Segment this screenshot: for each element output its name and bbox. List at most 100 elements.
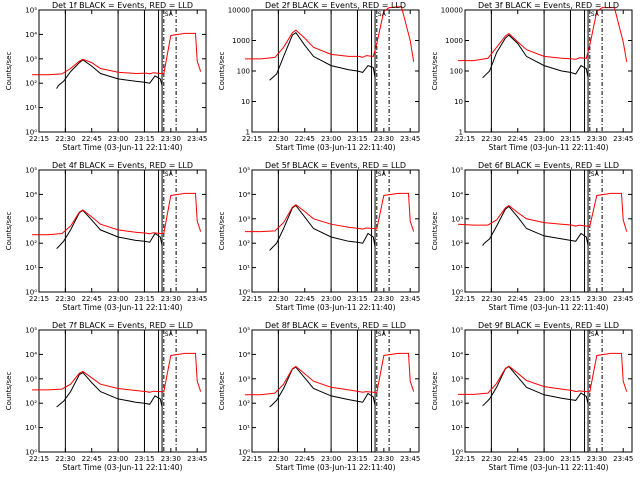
x-tick-label: 23:30 — [587, 295, 607, 303]
plot-frame — [38, 9, 207, 133]
x-axis-label: Start Time (03-Jun-11 22:11:40) — [489, 143, 609, 152]
x-tick-label: 22:30 — [55, 455, 75, 463]
x-tick-label: 23:30 — [587, 135, 607, 143]
y-tick-label: 10² — [25, 240, 37, 248]
series-line-events — [269, 204, 376, 251]
x-tick-label: 22:45 — [295, 135, 315, 143]
x-tick-label: 23:30 — [587, 455, 607, 463]
y-tick-label: 10 — [241, 98, 250, 106]
plot-frame — [251, 9, 420, 133]
flag-label: SA — [378, 11, 387, 18]
y-tick-label: 10¹ — [25, 104, 37, 112]
y-axis-label: Counts/sec — [5, 52, 13, 91]
x-tick-label: 22:15 — [29, 455, 49, 463]
panel-title: Det 2f BLACK = Events, RED = LLD — [265, 1, 406, 10]
y-tick-label: 10⁵ — [25, 7, 37, 15]
plot-frame — [464, 169, 633, 293]
y-tick-label: 10⁰ — [25, 449, 37, 457]
panel-title: Det 6f BLACK = Events, RED = LLD — [478, 161, 619, 170]
flag-label: SA — [591, 11, 600, 18]
x-tick-label: 22:15 — [29, 135, 49, 143]
x-tick-label: 23:30 — [374, 455, 394, 463]
series-line-events — [482, 365, 589, 406]
y-tick-label: 10³ — [25, 215, 37, 223]
y-tick-label: 10¹ — [25, 424, 37, 432]
series-line-lld — [32, 32, 202, 76]
y-tick-label: 10¹ — [25, 264, 37, 272]
x-tick-label: 22:15 — [242, 295, 262, 303]
x-axis-label: Start Time (03-Jun-11 22:11:40) — [276, 143, 396, 152]
plot-frame — [38, 169, 207, 293]
flag-label: SA — [378, 331, 387, 338]
y-axis-label: Counts/sec — [431, 52, 439, 91]
panel-title: Det 9f BLACK = Events, RED = LLD — [478, 321, 619, 330]
x-tick-label: 22:30 — [481, 135, 501, 143]
x-tick-label: 23:45 — [613, 295, 633, 303]
x-tick-label: 23:15 — [560, 135, 580, 143]
x-tick-label: 22:45 — [82, 135, 102, 143]
flag-label: SA — [378, 171, 387, 178]
y-tick-label: 10000 — [441, 7, 463, 15]
y-tick-label: 100 — [450, 68, 463, 76]
x-tick-label: 23:15 — [347, 295, 367, 303]
y-tick-label: 10³ — [238, 215, 250, 223]
detector-panel: SA 22:15 22:30 22:45 23:00 23:15 23:30 23:45 10⁰… — [218, 321, 420, 472]
detector-panel: SA 22:15 22:30 22:45 23:00 23:15 23:30 23:45 10⁰… — [431, 321, 633, 472]
detector-panel: SA 22:15 22:30 22:45 23:00 23:15 23:30 23:45 10⁰… — [431, 161, 633, 312]
x-tick-label: 22:15 — [29, 295, 49, 303]
detector-panel: SA 22:15 22:30 22:45 23:00 23:15 23:30 23:45 10⁰… — [5, 321, 207, 472]
y-tick-label: 10² — [238, 400, 250, 408]
series-line-events — [482, 205, 589, 246]
y-tick-label: 10² — [451, 400, 463, 408]
x-tick-label: 23:15 — [134, 295, 154, 303]
y-tick-label: 10⁵ — [25, 327, 37, 335]
y-tick-label: 10³ — [451, 215, 463, 223]
x-tick-label: 23:30 — [161, 295, 181, 303]
y-tick-label: 10⁴ — [25, 31, 37, 39]
x-tick-label: 23:00 — [534, 455, 554, 463]
y-axis-label: Counts/sec — [431, 372, 439, 411]
y-tick-label: 10⁰ — [238, 289, 250, 297]
y-tick-label: 1 — [246, 129, 250, 137]
panel-title: Det 8f BLACK = Events, RED = LLD — [265, 321, 406, 330]
x-tick-label: 22:30 — [55, 295, 75, 303]
y-axis-label: Counts/sec — [218, 52, 226, 91]
y-tick-label: 10⁵ — [451, 167, 463, 175]
y-axis-label: Counts/sec — [5, 372, 13, 411]
y-tick-label: 10¹ — [451, 264, 463, 272]
y-tick-label: 10⁰ — [451, 289, 463, 297]
y-tick-label: 10² — [25, 80, 37, 88]
x-tick-label: 22:15 — [242, 135, 262, 143]
series-line-lld — [458, 352, 628, 395]
x-tick-label: 22:45 — [82, 295, 102, 303]
x-tick-label: 23:45 — [613, 455, 633, 463]
plot-frame — [251, 329, 420, 453]
x-tick-label: 23:45 — [187, 455, 207, 463]
y-axis-label: Counts/sec — [431, 212, 439, 251]
x-tick-label: 23:00 — [534, 295, 554, 303]
y-tick-label: 10³ — [25, 55, 37, 63]
y-tick-label: 10⁰ — [451, 449, 463, 457]
y-tick-label: 1 — [459, 129, 463, 137]
y-tick-label: 10³ — [238, 375, 250, 383]
x-tick-label: 23:00 — [321, 295, 341, 303]
y-tick-label: 10⁴ — [238, 191, 250, 199]
series-line-events — [56, 371, 163, 408]
x-tick-label: 22:30 — [481, 455, 501, 463]
x-tick-label: 23:45 — [187, 135, 207, 143]
y-tick-label: 10⁰ — [25, 289, 37, 297]
x-tick-label: 23:30 — [161, 455, 181, 463]
y-tick-label: 10⁵ — [238, 327, 250, 335]
flag-label: SA — [591, 331, 600, 338]
x-tick-label: 23:00 — [108, 455, 128, 463]
x-axis-label: Start Time (03-Jun-11 22:11:40) — [276, 303, 396, 312]
x-axis-label: Start Time (03-Jun-11 22:11:40) — [489, 463, 609, 472]
series-line-lld — [457, 192, 628, 232]
y-tick-label: 10² — [238, 240, 250, 248]
x-tick-label: 23:30 — [374, 135, 394, 143]
y-tick-label: 10² — [451, 240, 463, 248]
x-axis-label: Start Time (03-Jun-11 22:11:40) — [63, 143, 183, 152]
x-tick-label: 23:30 — [374, 295, 394, 303]
flag-label: SA — [165, 11, 174, 18]
